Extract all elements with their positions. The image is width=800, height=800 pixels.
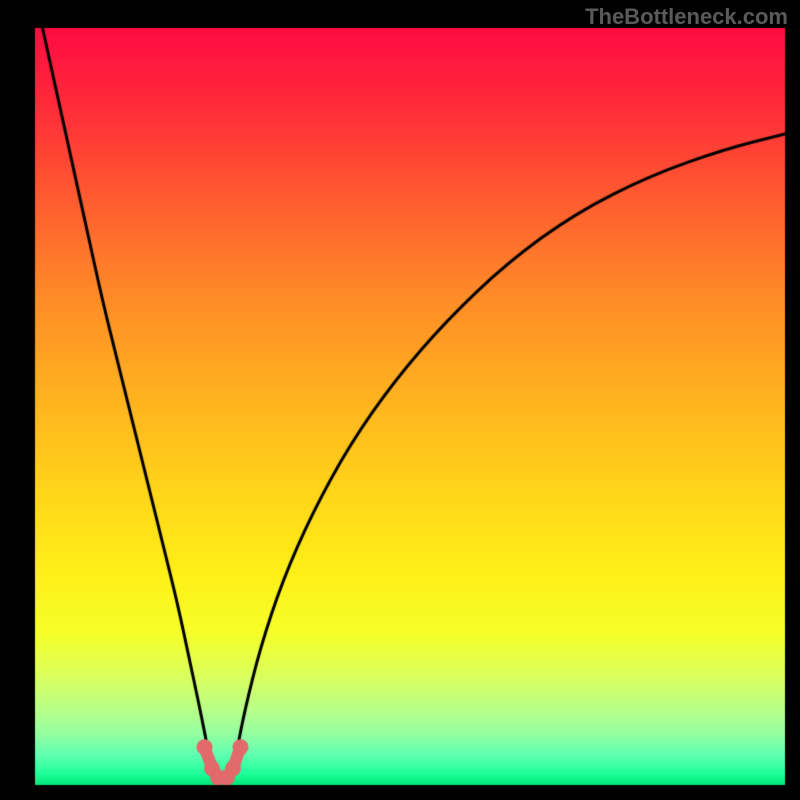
chart-stage: TheBottleneck.com xyxy=(0,0,800,800)
bottleneck-chart-canvas xyxy=(0,0,800,800)
watermark-text: TheBottleneck.com xyxy=(585,4,788,30)
